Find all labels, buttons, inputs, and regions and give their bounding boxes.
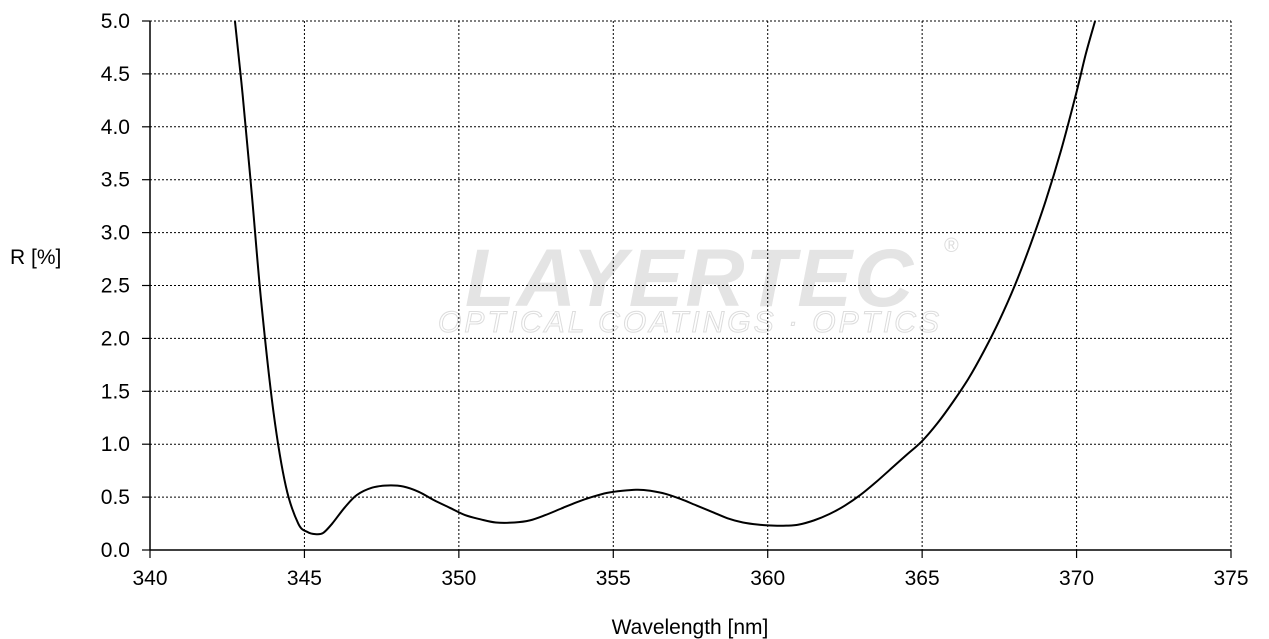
x-tick-label: 365: [905, 567, 940, 590]
series-line: [233, 20, 1097, 536]
y-tick-label: 2.0: [101, 327, 130, 350]
x-tick-label: 375: [1213, 567, 1248, 590]
watermark-tagline: OPTICAL COATINGS · OPTICS: [438, 306, 942, 339]
y-tick-label: 0.5: [101, 486, 130, 509]
y-tick-label: 3.5: [101, 169, 130, 192]
y-axis-title: R [%]: [10, 246, 61, 269]
grid-lines: [150, 20, 1232, 550]
y-tick-label: 2.5: [101, 275, 130, 298]
y-axis-ticks: 0.0 0.5 1.0 1.5 2.0 2.5 3.0 3.5 4.0 4.5 5.0: [101, 10, 150, 562]
x-tick-label: 350: [441, 567, 476, 590]
x-axis-ticks: 340 345 350 355 360 365 370 375: [132, 550, 1249, 590]
watermark-registered-mark: ®: [944, 235, 959, 257]
y-tick-label: 1.5: [101, 380, 130, 403]
y-tick-label: 5.0: [101, 10, 130, 33]
y-tick-label: 1.0: [101, 433, 130, 456]
x-tick-label: 355: [596, 567, 631, 590]
series-group: [233, 20, 1097, 536]
y-tick-label: 3.0: [101, 222, 130, 245]
watermark-brand: LAYERTEC: [465, 233, 915, 324]
y-tick-label: 0.0: [101, 539, 130, 562]
x-tick-label: 360: [750, 567, 785, 590]
watermark-logo: LAYERTEC OPTICAL COATINGS · OPTICS ®: [438, 233, 959, 340]
x-tick-label: 370: [1059, 567, 1094, 590]
y-tick-label: 4.0: [101, 116, 130, 139]
x-tick-label: 340: [132, 567, 167, 590]
x-tick-label: 345: [287, 567, 322, 590]
y-tick-label: 4.5: [101, 63, 130, 86]
x-axis-title: Wavelength [nm]: [612, 616, 769, 639]
